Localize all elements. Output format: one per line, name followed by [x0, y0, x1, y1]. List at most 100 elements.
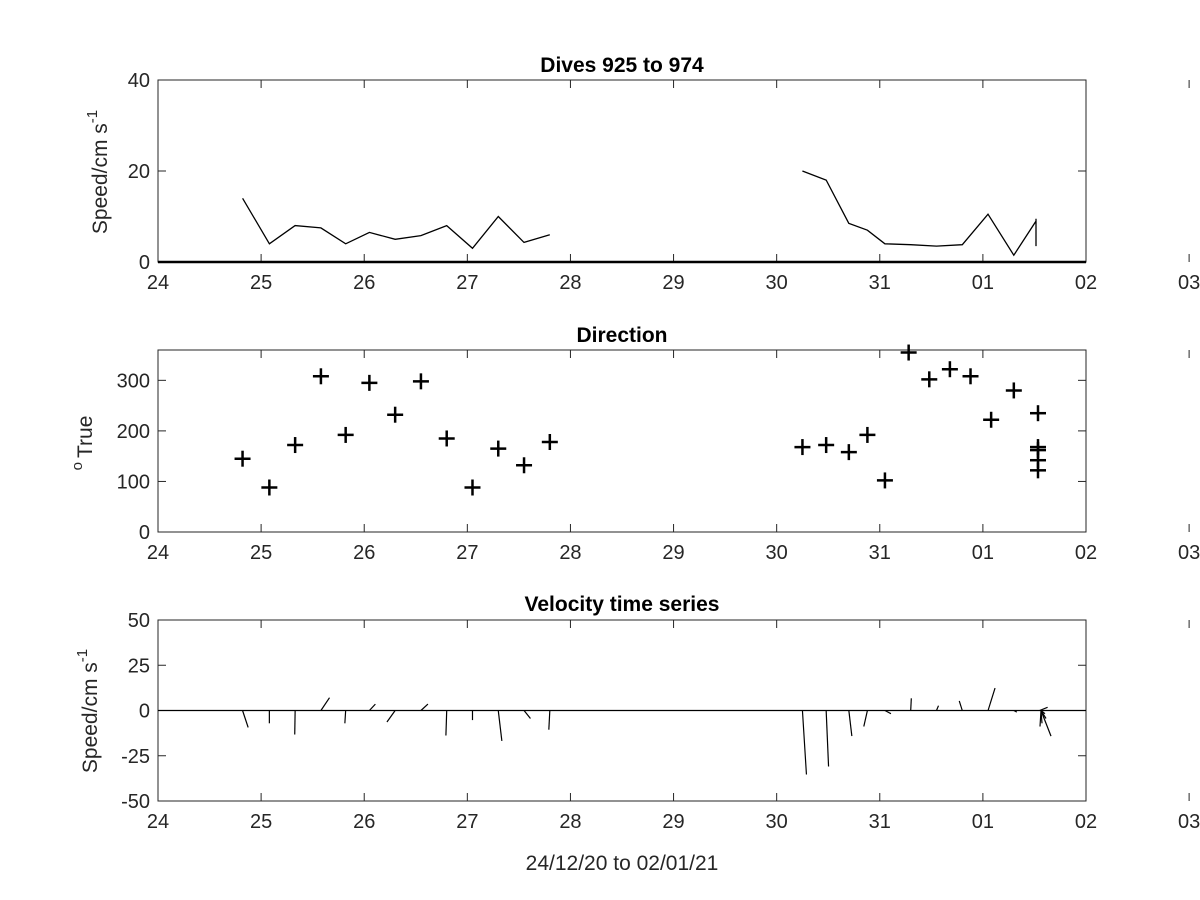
direction-point: [900, 344, 917, 361]
velocity-stick: [801, 710, 808, 775]
velocity-stick: [420, 703, 429, 711]
velocity-stick: [344, 710, 347, 724]
y-tick-label: 0: [139, 522, 150, 544]
direction-point: [541, 434, 558, 451]
direction-panel-title: Direction: [576, 324, 667, 347]
velocity-stick: [825, 710, 830, 767]
x-tick-label: 03: [1178, 542, 1200, 564]
direction-point: [941, 361, 958, 378]
direction-point: [261, 479, 278, 496]
velocity-stick: [497, 710, 503, 741]
y-tick-label: -25: [121, 746, 150, 768]
y-tick-label: 100: [117, 471, 150, 493]
direction-point: [234, 450, 251, 467]
x-tick-label: 02: [1075, 272, 1097, 294]
x-tick-label: 29: [662, 542, 684, 564]
direction-point: [840, 444, 857, 461]
direction-point: [287, 437, 304, 454]
velocity-stick: [445, 710, 448, 736]
direction-point: [412, 373, 429, 390]
y-tick-label: 200: [117, 421, 150, 443]
velocity-stick: [548, 710, 551, 730]
x-tick-label: 03: [1178, 811, 1200, 833]
axes-box: [157, 349, 1087, 533]
direction-point: [1030, 405, 1046, 422]
velocity-stick: [368, 703, 376, 711]
x-tick-label: 02: [1075, 542, 1097, 564]
velocity-panel-xlabel: 24/12/20 to 02/01/21: [526, 852, 719, 875]
direction-point: [794, 439, 811, 456]
x-tick-label: 31: [869, 272, 891, 294]
velocity-stick: [987, 687, 996, 711]
x-tick-label: 31: [869, 542, 891, 564]
velocity-stick: [1040, 710, 1052, 737]
velocity-stick: [1040, 710, 1047, 719]
velocity-stick: [523, 710, 531, 719]
velocity-stick: [1039, 706, 1048, 712]
x-tick-label: 02: [1075, 811, 1097, 833]
speed-panel: Dives 925 to 974 Speed/cm s-1 24 25 26 27 28…: [84, 54, 1200, 294]
y-tick-label: 20: [128, 161, 150, 183]
y-tick-label: 25: [128, 655, 150, 677]
velocity-stick: [386, 710, 396, 723]
x-tick-label: 24: [147, 272, 169, 294]
direction-point: [438, 430, 455, 447]
direction-point: [921, 371, 938, 388]
y-tick-label: 40: [128, 70, 150, 92]
x-tick-label: 27: [456, 542, 478, 564]
direction-point: [1030, 442, 1046, 459]
x-tick-label: 29: [662, 811, 684, 833]
x-tick-label: 25: [250, 811, 272, 833]
velocity-stick: [848, 710, 853, 737]
x-tick-label: 29: [662, 272, 684, 294]
x-tick-label: 27: [456, 811, 478, 833]
velocity-stick: [910, 698, 912, 711]
direction-point: [1030, 462, 1046, 479]
direction-point: [516, 457, 533, 474]
x-tick-label: 26: [353, 542, 375, 564]
direction-point: [1005, 382, 1022, 399]
velocity-panel-ylabel: Speed/cm s-1: [74, 649, 102, 773]
x-tick-label: 24: [147, 811, 169, 833]
direction-point: [962, 368, 979, 385]
x-tick-label: 28: [559, 272, 581, 294]
y-tick-label: 0: [139, 701, 150, 723]
velocity-stick: [320, 697, 331, 711]
x-tick-label: 28: [559, 542, 581, 564]
x-tick-label: 26: [353, 811, 375, 833]
y-tick-label: 0: [139, 252, 150, 274]
x-tick-label: 25: [250, 272, 272, 294]
direction-panel: Direction oTrue 24 25 26 27 28 29 30 31 01 02 03 0 1…: [69, 324, 1200, 564]
velocity-stick: [958, 700, 963, 711]
x-tick-label: 25: [250, 542, 272, 564]
x-tick-label: 27: [456, 272, 478, 294]
x-tick-label: 30: [766, 542, 788, 564]
direction-point: [337, 426, 354, 443]
y-tick-label: 300: [117, 370, 150, 392]
speed-panel-ylabel: Speed/cm s-1: [84, 110, 112, 234]
speed-series-line: [802, 170, 1037, 257]
y-tick-label: 50: [128, 610, 150, 632]
y-tick-label: -50: [121, 791, 150, 813]
velocity-stick: [1013, 709, 1018, 713]
velocity-panel-title: Velocity time series: [525, 593, 720, 616]
x-tick-label: 30: [766, 811, 788, 833]
direction-panel-ylabel: oTrue: [69, 416, 97, 471]
direction-point: [387, 406, 404, 423]
x-tick-label: 30: [766, 272, 788, 294]
direction-point: [859, 426, 876, 443]
x-tick-label: 01: [972, 542, 994, 564]
velocity-stick: [241, 710, 249, 728]
direction-point: [983, 411, 1000, 428]
direction-point: [312, 368, 329, 385]
direction-point: [361, 374, 378, 391]
speed-panel-title: Dives 925 to 974: [540, 54, 704, 77]
x-tick-label: 26: [353, 272, 375, 294]
x-tick-label: 28: [559, 811, 581, 833]
velocity-stick: [1040, 710, 1043, 724]
direction-point: [490, 440, 507, 457]
x-tick-label: 01: [972, 811, 994, 833]
velocity-panel: Velocity time series Speed/cm s-1 24/12/…: [74, 593, 1200, 875]
